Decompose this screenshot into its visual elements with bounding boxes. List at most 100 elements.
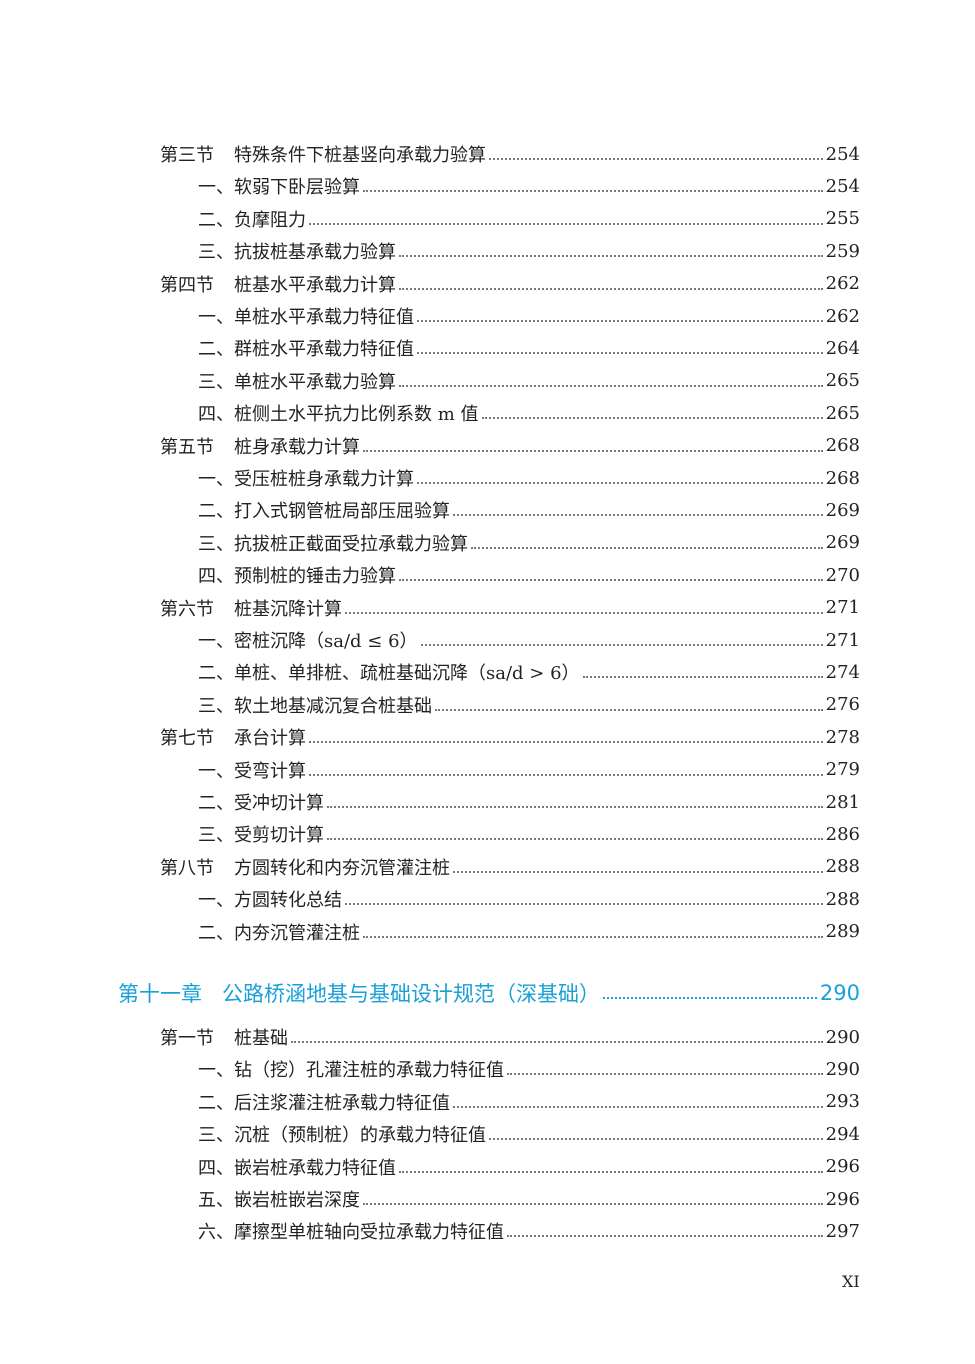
- toc-row: 二、后注浆灌注桩承载力特征值 293: [0, 1086, 860, 1118]
- page-ref: 296: [825, 1188, 860, 1210]
- page-ref: 294: [825, 1123, 860, 1145]
- dot-leader: [399, 579, 823, 582]
- toc-row: 第六节 桩基沉降计算 271: [0, 592, 860, 624]
- page-ref: 278: [825, 726, 860, 748]
- entry-label: 一、密桩沉降（sa/d ≤ 6）: [198, 631, 418, 652]
- entry-label: 四、嵌岩桩承载力特征值: [198, 1157, 396, 1179]
- toc-row: 二、内夯沉管灌注桩 289: [0, 916, 860, 948]
- toc-row: 二、受冲切计算 281: [0, 786, 860, 818]
- dot-leader: [481, 417, 823, 420]
- dot-leader: [327, 806, 823, 808]
- toc-row: 第十一章 公路桥涵地基与基础设计规范（深基础） 290: [0, 977, 860, 1009]
- page-number: XI: [842, 1272, 860, 1291]
- entry-title: 桩身承载力计算: [234, 436, 360, 458]
- entry-label: 一、受压桩桩身承载力计算: [198, 469, 414, 490]
- page-ref: 290: [825, 1026, 860, 1048]
- page-ref: 286: [825, 823, 860, 845]
- entry-label: 二、打入式钢管桩局部压屈验算: [198, 501, 450, 523]
- page-ref: 296: [825, 1156, 860, 1178]
- toc-row: 三、沉桩（预制桩）的承载力特征值 294: [0, 1118, 860, 1150]
- entry-title: 桩基沉降计算: [234, 598, 342, 620]
- entry-title: 桩基础: [234, 1028, 288, 1049]
- toc-row: 一、受弯计算 279: [0, 754, 860, 786]
- dot-leader: [309, 773, 823, 776]
- entry-label: 二、受冲切计算: [198, 793, 324, 814]
- entry-label: 第三节: [160, 145, 214, 166]
- toc-row: 第三节 特殊条件下桩基竖向承载力验算 254: [0, 138, 860, 170]
- page-ref: 254: [825, 143, 860, 165]
- page-ref: 289: [825, 921, 860, 943]
- dot-leader: [363, 190, 823, 193]
- entry-label: 六、摩擦型单桩轴向受拉承载力特征值: [198, 1222, 504, 1244]
- entry-label: 二、单桩、单排桩、疏桩基础沉降（sa/d > 6）: [198, 663, 580, 685]
- dot-leader: [327, 838, 823, 841]
- page-ref: 255: [825, 208, 860, 230]
- entry-label: 二、内夯沉管灌注桩: [198, 922, 360, 944]
- page-ref: 290: [825, 1058, 860, 1080]
- toc-row: 一、单桩水平承载力特征值 262: [0, 300, 860, 332]
- entry-label: 第一节: [160, 1028, 214, 1049]
- toc-row: 五、嵌岩桩嵌岩深度 296: [0, 1183, 860, 1215]
- toc-row: 三、受剪切计算 286: [0, 818, 860, 850]
- dot-leader: [489, 1138, 823, 1141]
- page-ref: 269: [825, 532, 860, 554]
- entry-label: 第五节: [160, 436, 214, 458]
- toc-row: 二、打入式钢管桩局部压屈验算 269: [0, 494, 860, 526]
- dot-leader: [453, 1105, 823, 1108]
- toc-row: 一、受压桩桩身承载力计算 268: [0, 462, 860, 494]
- page-ref: 271: [825, 597, 860, 619]
- entry-label: 第六节: [160, 598, 214, 620]
- entry-label: 四、桩侧土水平抗力比例系数 m 值: [198, 404, 479, 426]
- dot-leader: [399, 287, 823, 290]
- entry-label: 一、钻（挖）孔灌注桩的承载力特征值: [198, 1060, 504, 1082]
- dot-leader: [399, 1170, 823, 1173]
- entry-label: 第四节: [160, 274, 214, 296]
- page-ref: 279: [825, 759, 860, 781]
- page-ref: 274: [825, 661, 860, 683]
- entry-label: 第八节: [160, 857, 214, 879]
- page-ref: 281: [825, 791, 860, 813]
- entry-title: 桩基水平承载力计算: [234, 274, 396, 296]
- dot-leader: [363, 935, 823, 938]
- dot-leader: [309, 222, 823, 225]
- toc-row: 第七节 承台计算 278: [0, 721, 860, 753]
- toc-row: 四、预制桩的锤击力验算 270: [0, 559, 860, 591]
- toc-row: 第八节 方圆转化和内夯沉管灌注桩 288: [0, 851, 860, 883]
- toc-row: 三、软土地基减沉复合桩基础 276: [0, 689, 860, 721]
- entry-label: 一、单桩水平承载力特征值: [198, 307, 414, 328]
- entry-label: 第十一章: [118, 982, 202, 1006]
- entry-title: 特殊条件下桩基竖向承载力验算: [234, 145, 486, 166]
- page-ref: 288: [825, 888, 860, 910]
- toc-row: 二、群桩水平承载力特征值 264: [0, 332, 860, 364]
- page-ref: 259: [825, 240, 860, 262]
- dot-leader: [345, 903, 823, 906]
- entry-label: 第七节: [160, 728, 214, 750]
- dot-leader: [417, 352, 823, 355]
- page-ref: 271: [825, 629, 860, 651]
- page-ref: 268: [825, 435, 860, 457]
- page-ref: 270: [825, 564, 860, 586]
- toc-row: 第一节 桩基础 290: [0, 1021, 860, 1053]
- entry-label: 二、后注浆灌注桩承载力特征值: [198, 1092, 450, 1114]
- dot-leader: [399, 384, 823, 387]
- toc-row: 四、桩侧土水平抗力比例系数 m 值 265: [0, 397, 860, 429]
- toc-row: 一、密桩沉降（sa/d ≤ 6） 271: [0, 624, 860, 656]
- page-ref: 288: [825, 856, 860, 878]
- dot-leader: [471, 546, 823, 549]
- entry-label: 三、软土地基减沉复合桩基础: [198, 695, 432, 717]
- page-ref: 269: [825, 499, 860, 521]
- toc-row: 一、方圆转化总结 288: [0, 883, 860, 915]
- page-ref: 265: [825, 402, 860, 424]
- page-ref: 268: [825, 467, 860, 489]
- dot-leader: [603, 997, 817, 999]
- dot-leader: [507, 1235, 823, 1238]
- entry-title: 公路桥涵地基与基础设计规范（深基础）: [222, 982, 600, 1006]
- toc-row: 二、单桩、单排桩、疏桩基础沉降（sa/d > 6） 274: [0, 656, 860, 688]
- dot-leader: [417, 320, 823, 322]
- entry-label: 三、单桩水平承载力验算: [198, 371, 396, 393]
- entry-label: 一、软弱下卧层验算: [198, 177, 360, 199]
- toc-row: 一、软弱下卧层验算 254: [0, 170, 860, 202]
- page-ref: 254: [825, 175, 860, 197]
- dot-leader: [489, 158, 823, 160]
